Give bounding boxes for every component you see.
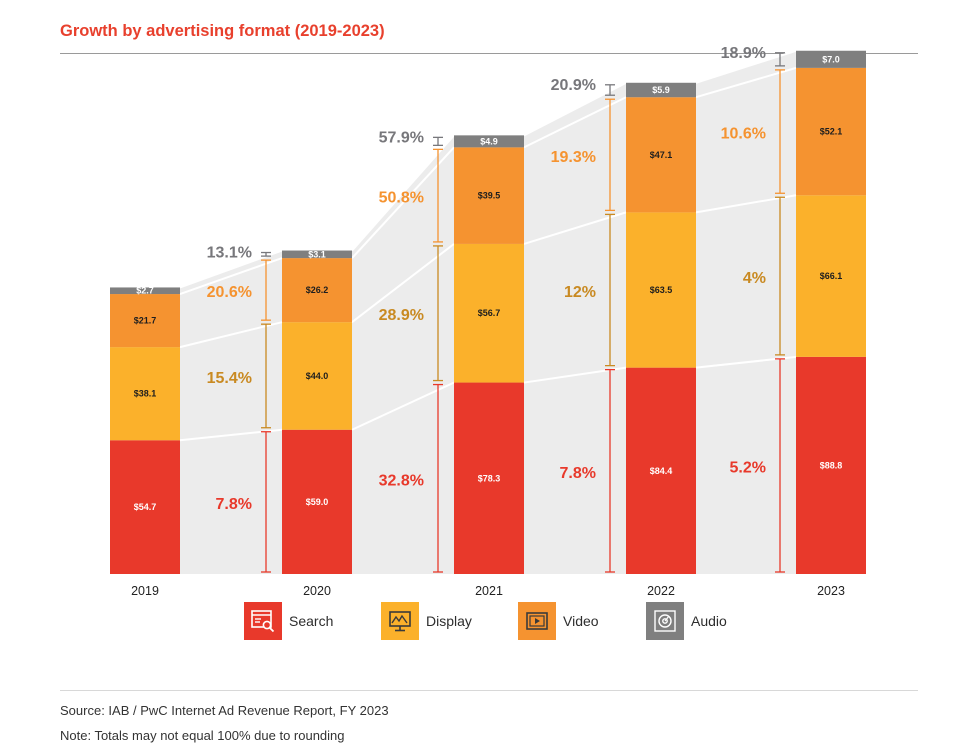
growth-label-search: 5.2% bbox=[730, 459, 766, 476]
growth-label-video: 10.6% bbox=[721, 126, 766, 143]
growth-label-display: 28.9% bbox=[379, 307, 424, 324]
display-icon bbox=[381, 602, 419, 640]
connector-line-search bbox=[351, 381, 455, 431]
growth-label-video: 19.3% bbox=[551, 149, 596, 166]
value-label: $21.7 bbox=[134, 316, 157, 326]
value-label: $38.1 bbox=[134, 389, 157, 399]
legend-item-display: Display bbox=[381, 602, 472, 640]
chart-title: Growth by advertising format (2019-2023) bbox=[60, 22, 385, 40]
bar-audio-2020 bbox=[282, 250, 352, 259]
growth-label-video: 20.6% bbox=[207, 284, 252, 301]
connector-line-video bbox=[695, 66, 797, 99]
value-label: $88.8 bbox=[820, 460, 843, 470]
bar-search-2019 bbox=[110, 440, 180, 574]
value-label: $5.9 bbox=[652, 85, 670, 95]
legend-item-video: Video bbox=[518, 602, 599, 640]
bar-video-2019 bbox=[110, 294, 180, 348]
value-label: $47.1 bbox=[650, 150, 673, 160]
x-tick-label: 2022 bbox=[647, 584, 675, 598]
bar-display-2019 bbox=[110, 347, 180, 441]
stacked-bar-chart: $54.7 $38.1 $21.7 $2.7 2019 $59.0 $44.0 $26.2 $3… bbox=[110, 45, 866, 598]
growth-label-display: 4% bbox=[743, 270, 766, 287]
x-tick-label: 2023 bbox=[817, 584, 845, 598]
bar-search-2020 bbox=[282, 429, 352, 574]
bar-audio-2019 bbox=[110, 287, 180, 295]
bar-audio-2021 bbox=[454, 135, 524, 148]
x-tick-label: 2019 bbox=[131, 584, 159, 598]
growth-label-search: 7.8% bbox=[216, 496, 252, 513]
connector-line-video bbox=[179, 257, 283, 295]
value-label: $7.0 bbox=[822, 54, 840, 64]
value-label: $52.1 bbox=[820, 127, 843, 137]
growth-label-video: 50.8% bbox=[379, 190, 424, 207]
bar-display-2021 bbox=[454, 243, 524, 383]
value-label: $54.7 bbox=[134, 502, 157, 512]
value-label: $59.0 bbox=[306, 497, 329, 507]
value-label: $66.1 bbox=[820, 271, 843, 281]
bar-search-2023 bbox=[796, 356, 866, 574]
bar-video-2021 bbox=[454, 147, 524, 244]
value-label: $26.2 bbox=[306, 285, 329, 295]
connector-line-display bbox=[179, 321, 283, 349]
legend-item-search: Search bbox=[244, 602, 333, 640]
value-label: $44.0 bbox=[306, 371, 329, 381]
growth-label-search: 7.8% bbox=[560, 465, 596, 482]
legend-item-audio: Audio bbox=[646, 602, 727, 640]
x-tick-label: 2020 bbox=[303, 584, 331, 598]
growth-label-display: 12% bbox=[564, 284, 596, 301]
bar-search-2021 bbox=[454, 382, 524, 574]
growth-label-display: 15.4% bbox=[207, 370, 252, 387]
growth-label-search: 32.8% bbox=[379, 472, 424, 489]
value-label: $4.9 bbox=[480, 136, 498, 146]
audio-icon bbox=[646, 602, 684, 640]
value-label: $63.5 bbox=[650, 285, 673, 295]
value-label: $56.7 bbox=[478, 308, 501, 318]
legend: Search Display Video bbox=[0, 602, 977, 642]
video-icon bbox=[518, 602, 556, 640]
x-tick-label: 2021 bbox=[475, 584, 503, 598]
connector-line-display bbox=[351, 243, 455, 323]
value-label: $84.4 bbox=[650, 466, 673, 476]
bar-display-2020 bbox=[282, 322, 352, 430]
bar-video-2023 bbox=[796, 67, 866, 196]
growth-label-audio: 57.9% bbox=[379, 129, 424, 146]
legend-label-audio: Audio bbox=[691, 613, 727, 629]
value-label: $78.3 bbox=[478, 473, 501, 483]
growth-label-audio: 18.9% bbox=[721, 45, 766, 62]
rounding-note: Note: Totals may not equal 100% due to r… bbox=[60, 728, 345, 743]
bar-video-2022 bbox=[626, 97, 696, 213]
growth-label-audio: 13.1% bbox=[207, 245, 252, 262]
bar-audio-2023 bbox=[796, 50, 866, 68]
value-label: $39.5 bbox=[478, 191, 501, 201]
source-note: Source: IAB / PwC Internet Ad Revenue Re… bbox=[60, 703, 389, 718]
title-divider bbox=[60, 53, 918, 54]
bar-search-2022 bbox=[626, 367, 696, 574]
value-label: $2.7 bbox=[136, 286, 154, 296]
connector-line-audio bbox=[523, 81, 627, 137]
bar-audio-2022 bbox=[626, 82, 696, 98]
legend-label-search: Search bbox=[289, 613, 334, 629]
connector-line-audio bbox=[695, 49, 797, 84]
bar-display-2022 bbox=[626, 212, 696, 368]
search-icon bbox=[244, 602, 282, 640]
legend-label-display: Display bbox=[426, 613, 472, 629]
value-label: $3.1 bbox=[308, 249, 326, 259]
connector-line-display bbox=[695, 194, 797, 214]
bar-video-2020 bbox=[282, 258, 352, 323]
connector-line-video bbox=[523, 96, 627, 149]
connector-line-display bbox=[523, 211, 627, 245]
growth-label-audio: 20.9% bbox=[551, 77, 596, 94]
connector-line-audio bbox=[351, 134, 455, 252]
legend-label-video: Video bbox=[563, 613, 599, 629]
bar-display-2023 bbox=[796, 195, 866, 357]
connector-line-video bbox=[351, 146, 455, 259]
footer-divider bbox=[60, 690, 918, 691]
